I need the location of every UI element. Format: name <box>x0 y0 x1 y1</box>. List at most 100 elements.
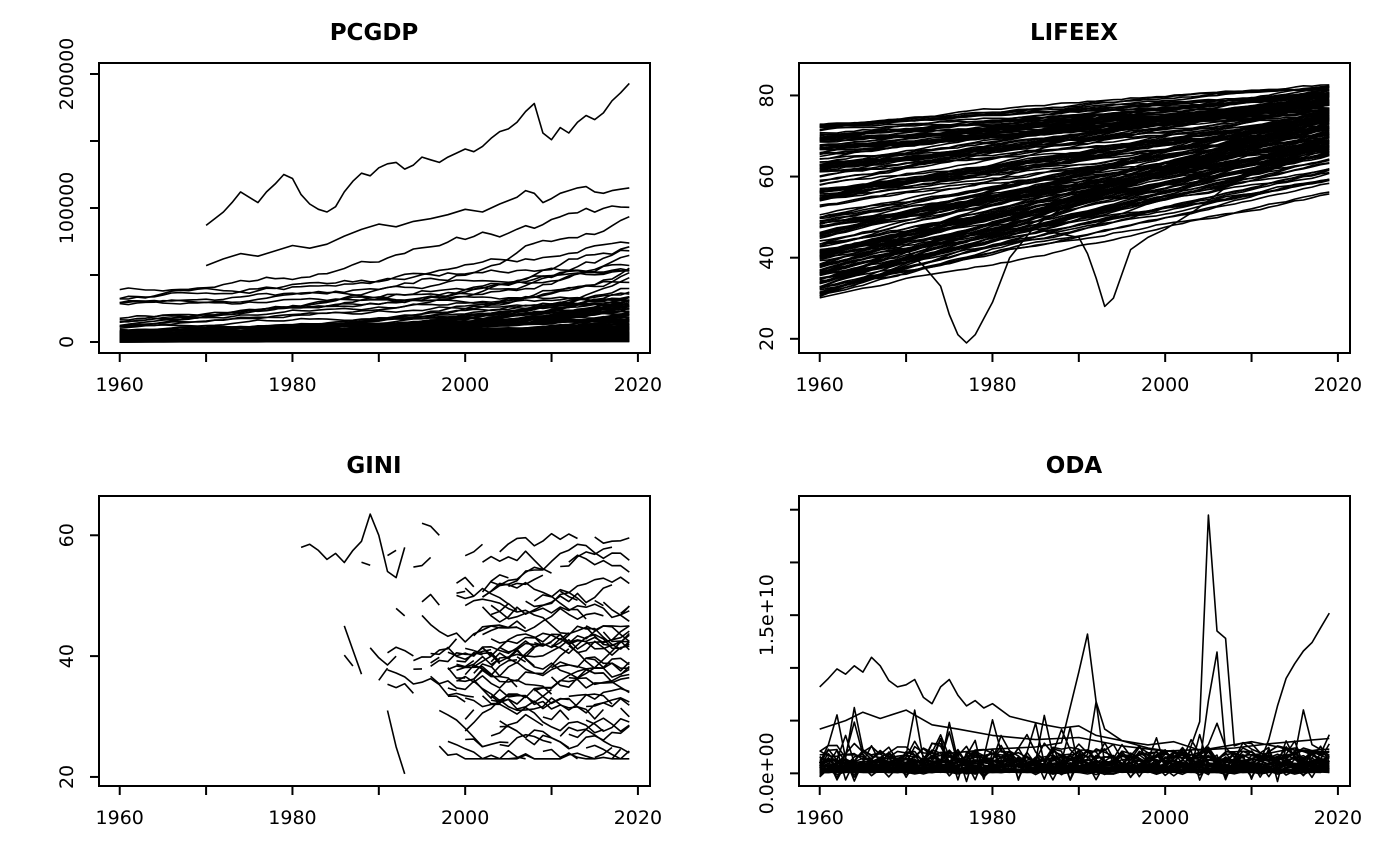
series-line <box>819 135 1330 254</box>
series-line <box>456 574 630 615</box>
x-tick-label: 2000 <box>441 374 489 396</box>
axes: 1960 1980 2000 2020 0 100000 200000 <box>56 38 662 396</box>
series-line <box>482 550 630 574</box>
x-tick-label: 1960 <box>796 374 844 396</box>
series-line <box>119 215 630 328</box>
series-line <box>490 713 630 737</box>
series-line <box>482 581 630 651</box>
series-line <box>490 588 630 622</box>
series-line <box>819 168 1330 262</box>
x-tick-label: 1980 <box>268 374 316 396</box>
y-tick-label: 20 <box>56 765 78 789</box>
series-line <box>499 728 630 754</box>
series-line <box>430 646 492 660</box>
x-tick-label: 2020 <box>614 807 662 829</box>
series-line <box>819 178 1330 279</box>
series-line <box>819 178 1330 291</box>
chart-plot-pcgdp: 1960 1980 2000 2020 0 100000 200000 <box>56 38 662 396</box>
plot-box <box>798 62 1351 354</box>
y-tick-label: 1.5e+10 <box>756 574 778 656</box>
series-line <box>819 135 1330 344</box>
series-line <box>819 701 1330 780</box>
series-line <box>818 709 1330 782</box>
x-tick-label: 1960 <box>96 807 144 829</box>
y-tick-label: 40 <box>56 644 78 668</box>
series-line <box>119 308 630 334</box>
series-line <box>819 119 1330 167</box>
series-line <box>473 679 630 720</box>
series-line <box>205 185 630 267</box>
series-line <box>819 193 1330 299</box>
y-tick-label: 100000 <box>56 172 78 245</box>
series-line <box>819 84 1330 131</box>
chart-panel-oda: ODA 1960 1980 2000 2020 0.0e+00 1.5e+10 <box>756 453 1362 829</box>
y-tick-label: 40 <box>756 246 778 270</box>
x-tick-label: 2020 <box>1314 374 1362 396</box>
series-line <box>386 710 406 775</box>
y-tick-label: 0.0e+00 <box>756 732 778 814</box>
series-line <box>819 85 1330 166</box>
series-line <box>819 127 1330 173</box>
series-line <box>819 656 1330 751</box>
series-line <box>819 92 1330 127</box>
series-line <box>447 740 622 760</box>
series-line <box>119 269 630 320</box>
x-tick-label: 1960 <box>796 807 844 829</box>
x-tick-label: 1960 <box>96 374 144 396</box>
series-line <box>456 594 630 620</box>
series-line <box>395 574 509 617</box>
series-line <box>499 532 630 553</box>
series-line <box>819 191 1330 293</box>
series-line <box>343 625 389 681</box>
series-line <box>456 669 630 692</box>
series-line <box>819 162 1330 271</box>
series-line <box>119 297 630 305</box>
series-line <box>819 709 1330 754</box>
x-tick-label: 1980 <box>968 807 1016 829</box>
x-tick-label: 2020 <box>614 374 662 396</box>
series-line <box>482 543 630 598</box>
series-line <box>819 94 1330 132</box>
series-line <box>421 614 630 669</box>
series-line <box>819 107 1330 149</box>
y-tick-label: 60 <box>756 164 778 188</box>
chart-title-pcgdp: PCGDP <box>330 20 419 46</box>
series-line <box>119 254 630 300</box>
chart-title-gini: GINI <box>346 453 401 479</box>
series-lines <box>119 82 630 343</box>
series-line <box>819 116 1330 289</box>
y-tick-label: 200000 <box>56 38 78 111</box>
y-tick-label: 0 <box>56 336 78 348</box>
series-lines <box>819 84 1330 344</box>
series-line <box>819 116 1330 238</box>
series-line <box>819 612 1330 773</box>
series-line <box>119 290 630 306</box>
plot-box <box>98 495 651 787</box>
series-line <box>819 94 1330 202</box>
chart-title-lifeex: LIFEEX <box>1030 20 1118 46</box>
plot-box <box>798 495 1351 787</box>
x-tick-label: 2000 <box>1141 374 1189 396</box>
series-line <box>119 205 630 292</box>
series-line <box>205 82 630 227</box>
chart-title-oda: ODA <box>1046 453 1103 479</box>
series-line <box>343 647 466 679</box>
chart-panel-pcgdp: PCGDP 1960 1980 2000 2020 0 100000 200000 <box>56 20 662 396</box>
y-tick-label: 20 <box>756 327 778 351</box>
series-line <box>473 632 630 668</box>
series-line <box>119 263 630 329</box>
series-line <box>819 123 1330 245</box>
y-tick-label: 60 <box>56 523 78 547</box>
series-line <box>300 513 440 579</box>
series-line <box>819 514 1330 773</box>
series-line <box>819 112 1330 150</box>
series-line <box>413 638 458 662</box>
series-line <box>819 136 1330 297</box>
x-tick-label: 2000 <box>441 807 489 829</box>
